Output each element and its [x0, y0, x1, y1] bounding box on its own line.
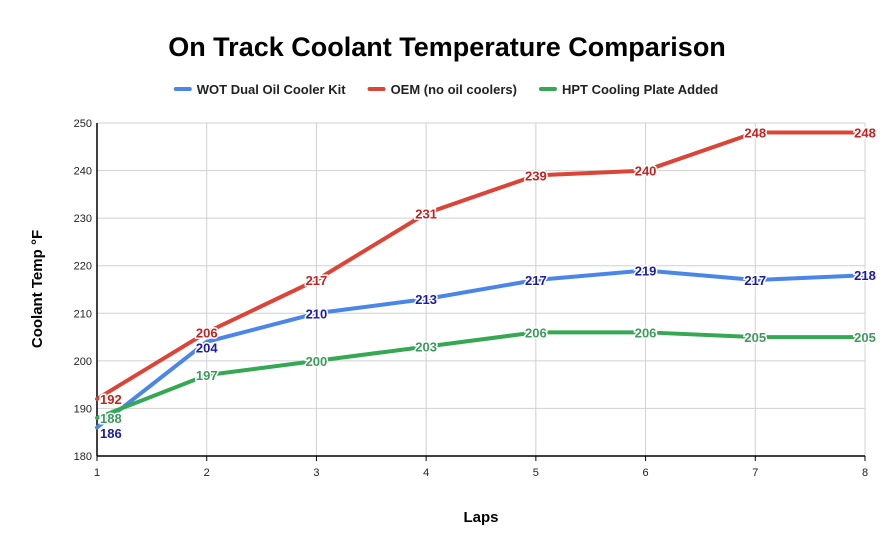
legend-item: HPT Cooling Plate Added	[538, 82, 718, 97]
data-label: 210	[306, 306, 328, 321]
y-tick-label: 210	[74, 308, 92, 320]
data-label: 197	[196, 368, 218, 383]
data-labels: 1921881862062041972172102002312132032392…	[99, 124, 878, 442]
y-tick-label: 180	[74, 451, 92, 463]
x-tick-label: 1	[94, 467, 100, 479]
data-label: 204	[196, 340, 218, 355]
data-label: 231	[415, 206, 437, 221]
legend-label: WOT Dual Oil Cooler Kit	[197, 82, 346, 97]
y-tick-label: 220	[74, 261, 92, 273]
data-label: 217	[306, 273, 328, 288]
series-lines	[95, 130, 867, 430]
x-tick-label: 6	[643, 467, 649, 479]
y-axis-label: Coolant Temp °F	[29, 230, 46, 348]
data-label: 192	[100, 392, 122, 407]
data-label: 206	[196, 325, 218, 340]
y-tick-label: 190	[74, 403, 92, 415]
legend-item: WOT Dual Oil Cooler Kit	[173, 82, 346, 97]
data-label: 213	[415, 292, 437, 307]
y-tick-label: 200	[74, 356, 92, 368]
data-label: 205	[854, 330, 876, 345]
legend-label: HPT Cooling Plate Added	[562, 82, 718, 97]
x-tick-label: 8	[862, 467, 868, 479]
data-label: 205	[744, 330, 766, 345]
axes: 180 190 200 210 220 230 240 250 1 2 3 4 5 6 7 8	[74, 118, 868, 479]
x-axis-label: Laps	[463, 509, 498, 526]
data-label: 217	[525, 273, 547, 288]
data-label: 217	[744, 273, 766, 288]
y-tick-label: 240	[74, 166, 92, 178]
y-tick-label: 230	[74, 213, 92, 225]
series-line	[95, 130, 867, 401]
x-tick-label: 7	[752, 467, 758, 479]
legend-item: OEM (no oil coolers)	[367, 82, 517, 97]
x-tick-label: 2	[204, 467, 210, 479]
series-line	[95, 268, 867, 430]
data-label: 206	[525, 325, 547, 340]
data-label: 206	[635, 325, 657, 340]
data-label: 203	[415, 340, 437, 355]
series-line	[95, 330, 867, 420]
chart-title: On Track Coolant Temperature Comparison	[168, 32, 726, 62]
data-label: 248	[854, 126, 876, 141]
x-tick-label: 3	[313, 467, 319, 479]
data-label: 186	[100, 426, 122, 441]
data-label: 240	[635, 164, 657, 179]
y-tick-label: 250	[74, 118, 92, 130]
legend: WOT Dual Oil Cooler Kit OEM (no oil coole…	[173, 82, 718, 97]
data-label: 188	[100, 411, 122, 426]
data-label: 239	[525, 168, 547, 183]
data-label: 248	[744, 126, 766, 141]
x-tick-label: 4	[423, 467, 429, 479]
x-tick-label: 5	[533, 467, 539, 479]
data-label: 218	[854, 268, 876, 283]
legend-label: OEM (no oil coolers)	[391, 82, 517, 97]
data-label: 200	[306, 354, 328, 369]
data-label: 219	[635, 263, 657, 278]
